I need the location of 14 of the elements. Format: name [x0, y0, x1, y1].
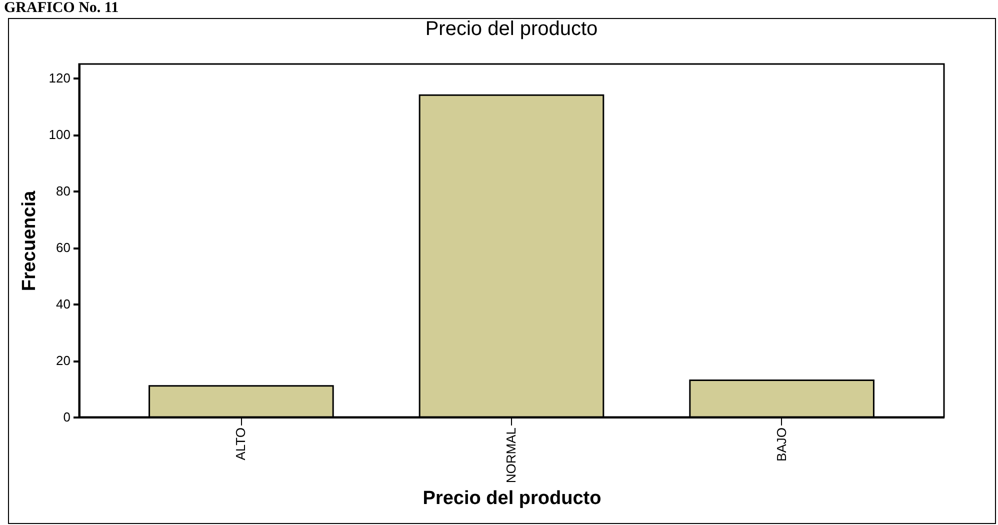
y-tick-label: 0: [63, 410, 70, 424]
x-tick-label: NORMAL: [504, 428, 518, 484]
y-axis-title: Frecuencia: [18, 190, 40, 292]
y-tick-label: 120: [48, 70, 70, 86]
x-axis-title: Precio del producto: [422, 488, 602, 510]
y-tick-label: 80: [56, 184, 70, 199]
x-tick-label: BAJO: [774, 428, 789, 462]
y-tick-label: 20: [56, 353, 70, 368]
y-tick-label: 100: [48, 127, 70, 142]
chart-title: Precio del producto: [425, 18, 598, 40]
x-tick-label: ALTO: [233, 428, 248, 460]
y-tick-label: 40: [56, 296, 70, 312]
text: GRAFICO No. 11: [3, 0, 120, 17]
y-tick-label: 60: [56, 240, 70, 256]
